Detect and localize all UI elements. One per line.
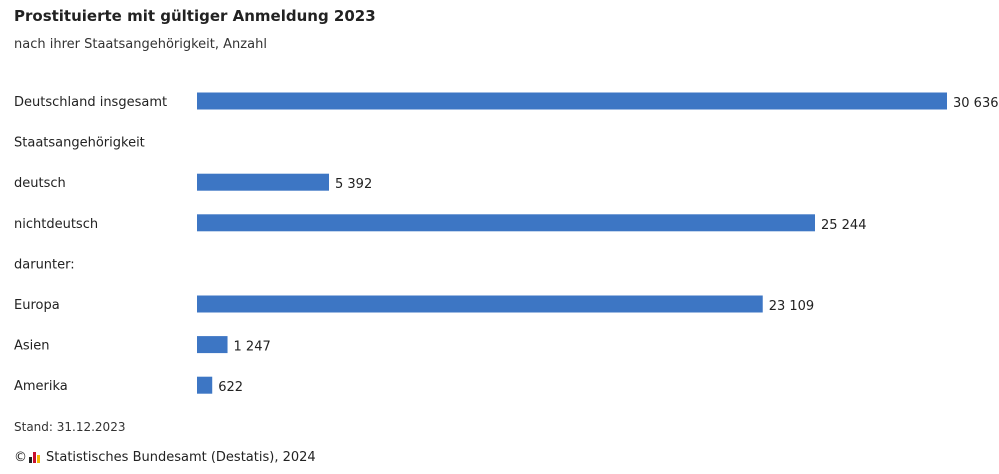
category-label: darunter: bbox=[14, 257, 75, 272]
copyright-icon: © bbox=[14, 450, 27, 465]
category-label: Asien bbox=[14, 339, 50, 354]
category-label: Europa bbox=[14, 298, 60, 313]
value-label: 30 636 bbox=[953, 96, 999, 111]
category-label: Amerika bbox=[14, 379, 68, 394]
value-label: 622 bbox=[218, 380, 243, 395]
category-label: Staatsangehörigkeit bbox=[14, 136, 145, 151]
bar bbox=[197, 376, 213, 394]
value-label: 25 244 bbox=[821, 218, 867, 233]
bar bbox=[197, 214, 815, 232]
stand-date: Stand: 31.12.2023 bbox=[14, 420, 126, 434]
source-text: Statistisches Bundesamt (Destatis), 2024 bbox=[46, 450, 316, 465]
chart-title: Prostituierte mit gültiger Anmeldung 202… bbox=[14, 7, 376, 25]
destatis-logo-icon bbox=[29, 452, 41, 463]
value-label: 5 392 bbox=[335, 177, 372, 192]
value-label: 23 109 bbox=[769, 299, 815, 314]
bar bbox=[197, 295, 763, 313]
value-label: 1 247 bbox=[234, 340, 271, 355]
bar bbox=[197, 92, 947, 110]
chart-subtitle: nach ihrer Staatsangehörigkeit, Anzahl bbox=[14, 37, 267, 52]
category-label: deutsch bbox=[14, 176, 66, 191]
bar-chart: Deutschland insgesamt 30 636 Staatsangehör… bbox=[14, 92, 999, 395]
bar bbox=[197, 173, 330, 191]
source-line: © Statistisches Bundesamt (Destatis), 20… bbox=[14, 450, 316, 465]
category-label: Deutschland insgesamt bbox=[14, 95, 167, 110]
bar bbox=[197, 336, 228, 354]
category-label: nichtdeutsch bbox=[14, 217, 98, 232]
